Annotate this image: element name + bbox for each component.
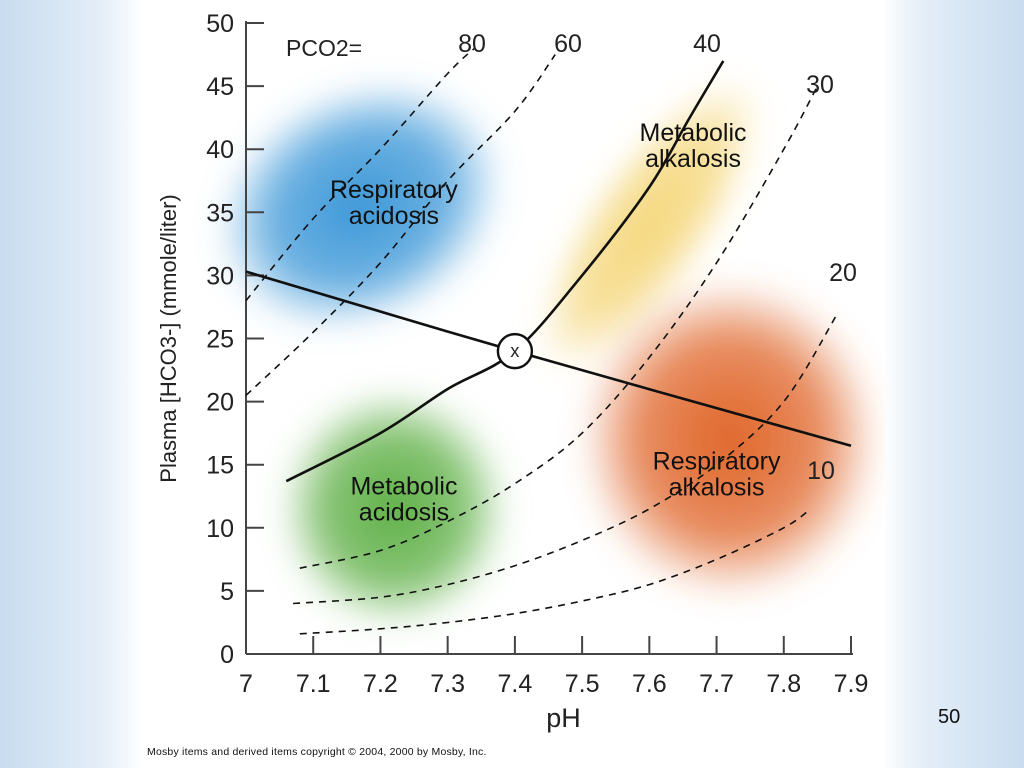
y-tick-label: 20 (206, 389, 234, 417)
isobar-pco2-40 (285, 60, 725, 483)
axes-layer: 0 5 10 15 20 25 30 35 40 45 50 7 7.1 7.2 7.3 7.4 7.5 7.6 7… (156, 10, 868, 733)
isobar-pco2-10 (299, 508, 812, 635)
x-tick-label: 7 (239, 670, 253, 698)
isobar-label-80: 80 (458, 30, 486, 58)
normal-point-label: x (510, 341, 519, 361)
y-tick-label: 15 (206, 452, 234, 480)
region-label-respiratory-alkalosis: Respiratory alkalosis (653, 447, 781, 501)
isobar-pco2-30 (299, 85, 819, 569)
y-tick-label: 45 (206, 73, 234, 101)
y-tick-label: 50 (206, 10, 234, 38)
labels-layer: 80 60 40 30 20 10 PCO2= x Respiratory acidosis Met… (286, 30, 857, 527)
isobar-pco2-60 (245, 54, 556, 396)
region-respiratory-alkalosis (580, 279, 880, 600)
x-tick-label: 7.4 (498, 670, 533, 698)
x-axis-label: pH (546, 703, 581, 733)
region-label-respiratory-acidosis: Respiratory acidosis (330, 176, 458, 230)
copyright-notice: Mosby items and derived items copyright … (147, 746, 487, 758)
region-metabolic-alkalosis (536, 77, 762, 373)
x-tick-label: 7.7 (699, 670, 734, 698)
region-respiratory-acidosis (216, 80, 504, 332)
y-tick-label: 5 (220, 578, 234, 606)
isobar-label-40: 40 (693, 30, 721, 58)
isobar-label-30: 30 (806, 71, 834, 99)
x-tick-label: 7.5 (565, 670, 600, 698)
isobar-label-10: 10 (807, 457, 835, 485)
y-tick-label: 10 (206, 515, 234, 543)
x-tick-label: 7.1 (296, 670, 331, 698)
regions-layer (216, 77, 880, 629)
isobar-pco2-20 (293, 312, 839, 605)
y-tick-label: 40 (206, 136, 234, 164)
y-tick-label: 35 (206, 199, 234, 227)
x-tick-label: 7.9 (834, 670, 869, 698)
x-tick-label: 7.2 (363, 670, 398, 698)
region-label-metabolic-acidosis: Metabolic acidosis (350, 473, 457, 527)
pco2-prefix-label: PCO2= (286, 35, 362, 61)
y-axis-label: Plasma [HCO3-] (mmole/liter) (156, 194, 181, 482)
y-tick-label: 25 (206, 326, 234, 354)
isobar-label-20: 20 (829, 259, 857, 287)
y-tick-label: 30 (206, 262, 234, 290)
isobar-label-60: 60 (554, 30, 582, 58)
lines-layer (245, 47, 852, 635)
x-tick-label: 7.6 (632, 670, 667, 698)
x-tick-label: 7.3 (430, 670, 465, 698)
y-tick-label: 0 (220, 641, 234, 669)
x-tick-label: 7.8 (766, 670, 801, 698)
normal-point-marker (496, 332, 534, 370)
figure-panel: 0 5 10 15 20 25 30 35 40 45 50 7 7.1 7.2 7.3 7.4 7.5 7.6 7… (140, 0, 885, 768)
acid-base-chart: 0 5 10 15 20 25 30 35 40 45 50 7 7.1 7.2 7.3 7.4 7.5 7.6 7… (156, 10, 880, 733)
region-metabolic-acidosis (278, 388, 509, 629)
region-label-metabolic-alkalosis: Metabolic alkalosis (640, 119, 747, 173)
slide-number: 50 (938, 706, 961, 728)
